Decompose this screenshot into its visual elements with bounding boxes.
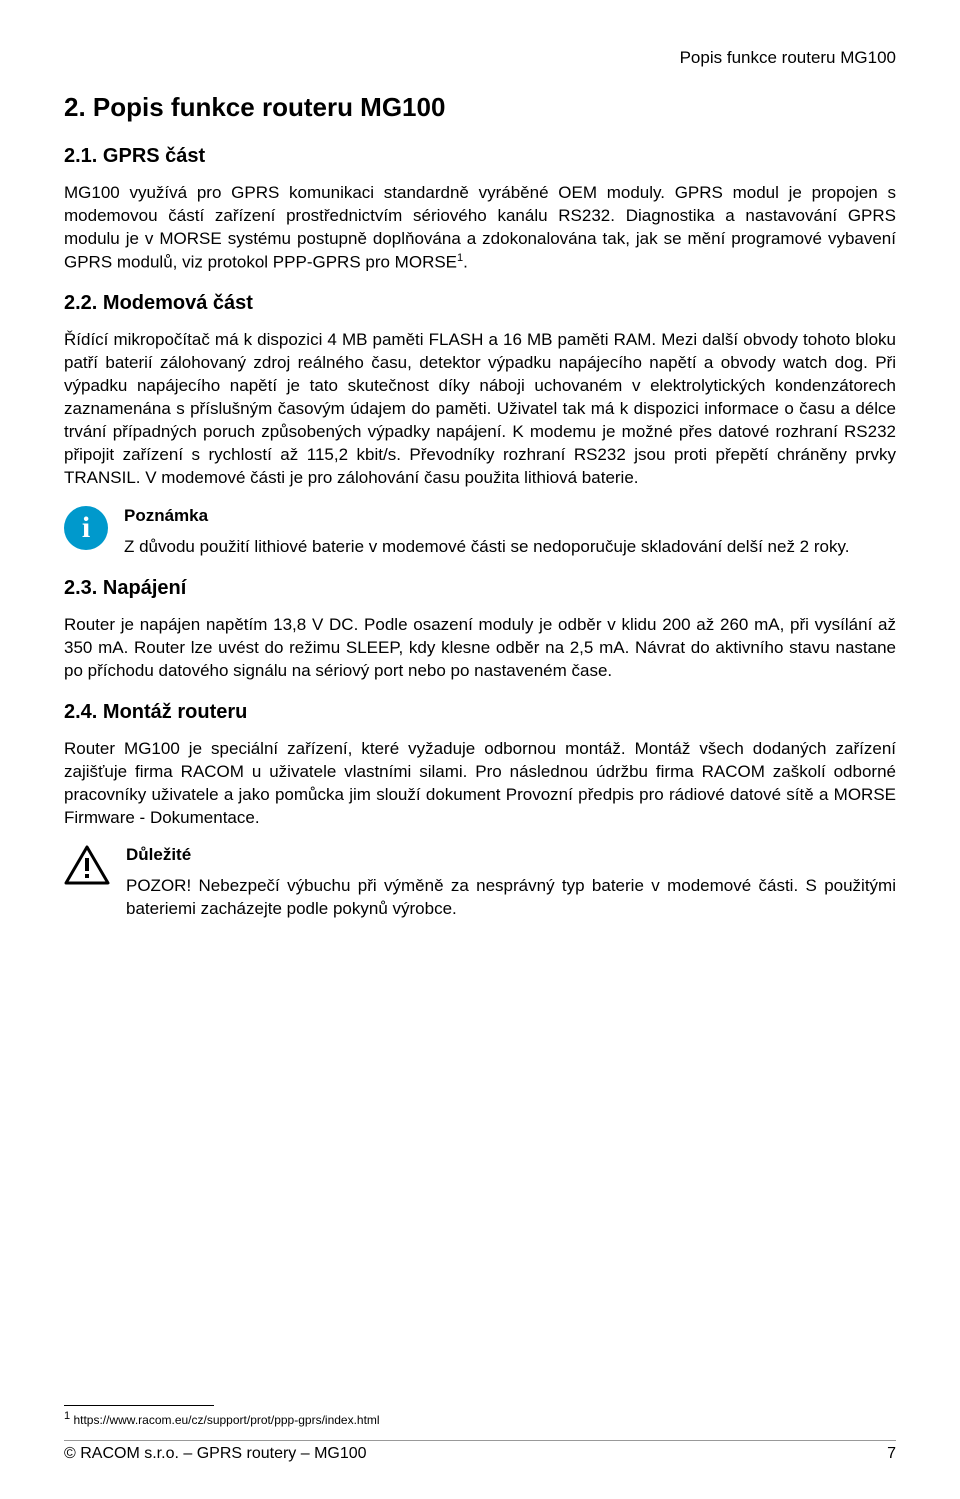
para-end: .: [463, 252, 468, 271]
para-text: MG100 využívá pro GPRS komunikaci standa…: [64, 183, 896, 271]
footnote: 1 https://www.racom.eu/cz/support/prot/p…: [64, 1410, 896, 1427]
page-title: 2. Popis funkce routeru MG100: [64, 92, 896, 123]
note-text: Z důvodu použití lithiové baterie v mode…: [124, 536, 896, 559]
warning-block: Důležité POZOR! Nebezpečí výbuchu při vý…: [64, 845, 896, 921]
section-heading-mount: 2.4. Montáž routeru: [64, 701, 896, 724]
section-heading-modem: 2.2. Modemová část: [64, 292, 896, 315]
note-content: Poznámka Z důvodu použití lithiové bater…: [124, 506, 896, 559]
running-header: Popis funkce routeru MG100: [64, 48, 896, 68]
note-block: i Poznámka Z důvodu použití lithiové bat…: [64, 506, 896, 559]
warning-icon: [64, 845, 110, 885]
footnote-rule: [64, 1405, 214, 1406]
footnote-text: https://www.racom.eu/cz/support/prot/ppp…: [70, 1413, 379, 1427]
warning-content: Důležité POZOR! Nebezpečí výbuchu při vý…: [126, 845, 896, 921]
footer-page-number: 7: [887, 1445, 896, 1463]
section-para-gprs: MG100 využívá pro GPRS komunikaci standa…: [64, 182, 896, 274]
warning-title: Důležité: [126, 845, 896, 865]
footnote-area: 1 https://www.racom.eu/cz/support/prot/p…: [64, 1385, 896, 1427]
section-para-modem: Řídící mikropočítač má k dispozici 4 MB …: [64, 329, 896, 490]
page-footer: © RACOM s.r.o. – GPRS routery – MG100 7: [64, 1440, 896, 1463]
section-heading-gprs: 2.1. GPRS část: [64, 145, 896, 168]
warning-text: POZOR! Nebezpečí výbuchu při výměně za n…: [126, 875, 896, 921]
footer-left: © RACOM s.r.o. – GPRS routery – MG100: [64, 1445, 367, 1463]
note-title: Poznámka: [124, 506, 896, 526]
section-para-power: Router je napájen napětím 13,8 V DC. Pod…: [64, 614, 896, 683]
section-para-mount: Router MG100 je speciální zařízení, kter…: [64, 738, 896, 830]
info-icon: i: [64, 506, 108, 550]
section-heading-power: 2.3. Napájení: [64, 577, 896, 600]
